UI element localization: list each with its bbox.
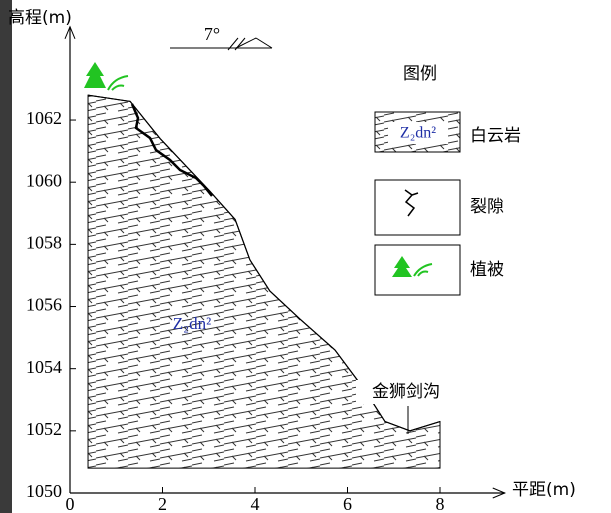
legend-label: 植被 (470, 260, 504, 280)
x-tick-label: 4 (251, 494, 260, 513)
plant-icon (84, 62, 128, 90)
y-tick-label: 1052 (26, 419, 62, 439)
y-tick-label: 1056 (26, 295, 62, 315)
dip-symbol (170, 38, 272, 50)
x-tick-label: 2 (158, 494, 167, 513)
legend-label: 裂隙 (470, 197, 504, 217)
legend-swatch (375, 180, 460, 235)
y-tick-label: 1058 (26, 232, 62, 252)
legend-title: 图例 (403, 64, 437, 84)
y-tick-label: 1062 (26, 108, 62, 128)
x-tick-label: 8 (436, 494, 445, 513)
y-tick-label: 1050 (26, 481, 62, 501)
chart: 7° 高程(m) 平距(m) 图例 Z₂dn² 白云岩 裂隙 植被 1050 10… (0, 0, 611, 513)
y-tick-label: 1054 (26, 357, 62, 377)
dip-label: 7° (204, 24, 220, 44)
x-axis-label: 平距(m) (512, 480, 576, 500)
x-tick-label: 6 (343, 494, 352, 513)
y-tick-label: 1060 (26, 170, 62, 190)
photo-edge (0, 0, 12, 513)
y-axis-label: 高程(m) (8, 8, 72, 28)
x-tick-label: 0 (66, 494, 75, 513)
gully-label: 金狮剑沟 (372, 382, 440, 402)
rock-label: Z₂dn² (173, 314, 211, 333)
legend-symbol: Z₂dn² (400, 125, 436, 142)
legend-label: 白云岩 (470, 126, 521, 146)
